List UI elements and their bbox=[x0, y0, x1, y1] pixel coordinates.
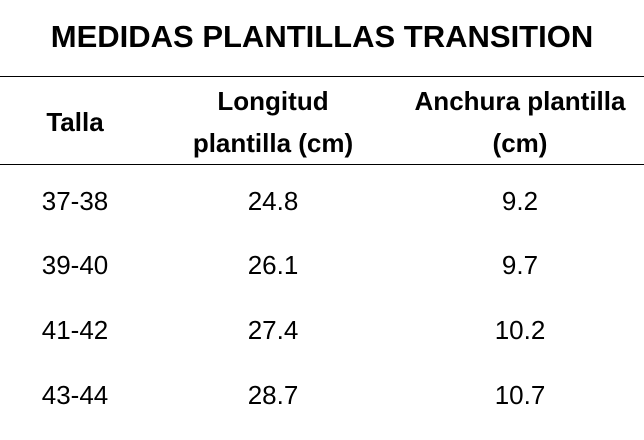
column-header-length: Longitud plantilla (cm) bbox=[150, 80, 396, 164]
column-header-length-line1: Longitud bbox=[217, 86, 329, 116]
width-cell: 9.2 bbox=[501, 186, 539, 216]
page-title: MEDIDAS PLANTILLAS TRANSITION bbox=[50, 19, 594, 54]
column-header-width-line2: (cm) bbox=[492, 128, 548, 158]
length-cell: 28.7 bbox=[247, 380, 299, 410]
length-cell: 27.4 bbox=[247, 315, 299, 345]
width-cell: 9.7 bbox=[501, 250, 539, 280]
table-row: 43-44 28.7 10.7 bbox=[0, 375, 644, 415]
table-row: 37-38 24.8 9.2 bbox=[0, 181, 644, 221]
size-cell: 39-40 bbox=[41, 250, 109, 280]
size-cell: 37-38 bbox=[41, 186, 109, 216]
header-divider-rule bbox=[0, 164, 644, 165]
column-header-size-label: Talla bbox=[46, 107, 104, 137]
column-header-width: Anchura plantilla (cm) bbox=[396, 80, 644, 164]
length-cell: 24.8 bbox=[247, 186, 299, 216]
table-top-rule bbox=[0, 76, 644, 77]
table-row: 39-40 26.1 9.7 bbox=[0, 245, 644, 285]
column-header-width-line1: Anchura plantilla bbox=[414, 86, 626, 116]
column-header-length-line2: plantilla (cm) bbox=[192, 128, 354, 158]
length-cell: 26.1 bbox=[247, 250, 299, 280]
width-cell: 10.2 bbox=[494, 315, 546, 345]
size-cell: 41-42 bbox=[41, 315, 109, 345]
size-cell: 43-44 bbox=[41, 380, 109, 410]
width-cell: 10.7 bbox=[494, 380, 546, 410]
table-row: 41-42 27.4 10.2 bbox=[0, 310, 644, 350]
column-header-size: Talla bbox=[20, 101, 130, 143]
